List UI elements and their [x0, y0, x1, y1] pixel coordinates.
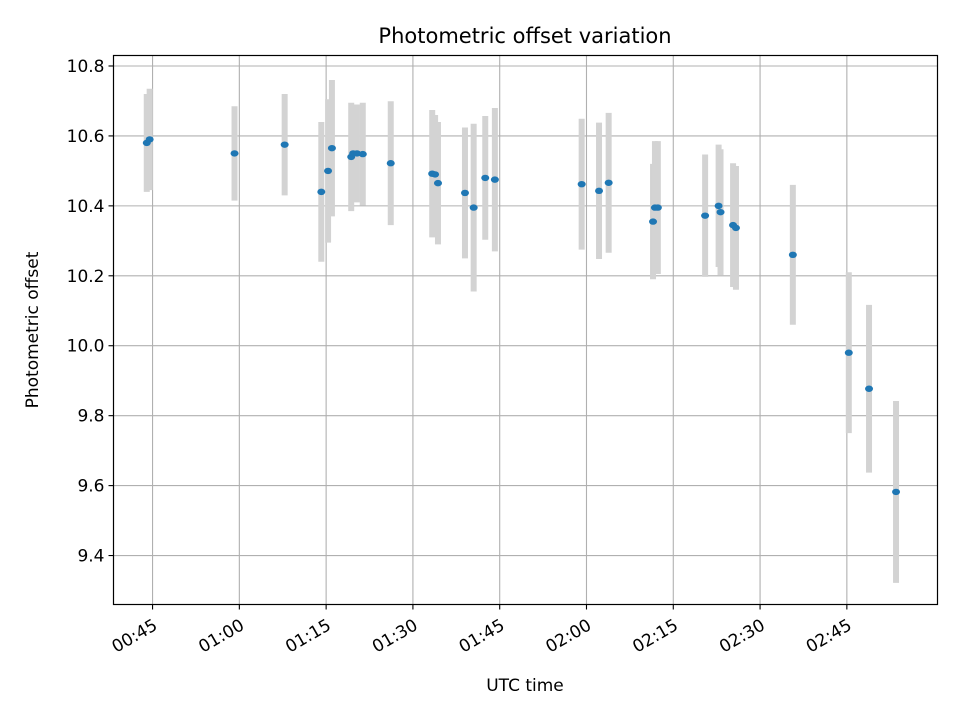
- x-tick-label: 01:00: [195, 616, 247, 658]
- y-axis-ticks: 9.4 9.6 9.8 10.0 10.2 10.4 10.6 10.8: [67, 57, 114, 567]
- data-point: [701, 212, 710, 219]
- data-point: [358, 150, 367, 158]
- data-point: [324, 167, 333, 175]
- x-tick-label: 01:15: [282, 616, 334, 658]
- data-point: [327, 144, 336, 152]
- x-tick-label: 01:30: [369, 616, 421, 658]
- y-tick-label: 9.6: [77, 477, 104, 497]
- data-point: [280, 141, 289, 148]
- x-tick-label: 02:15: [629, 616, 681, 658]
- x-axis-label: UTC time: [486, 676, 564, 696]
- data-point: [317, 188, 326, 196]
- data-point: [230, 150, 239, 157]
- y-axis-label: Photometric offset: [23, 251, 43, 408]
- plot-frame: [112, 54, 939, 606]
- data-point: [460, 189, 469, 197]
- data-point: [716, 208, 725, 216]
- y-tick-label: 10.8: [67, 57, 105, 77]
- data-point: [714, 202, 723, 210]
- y-tick-label: 10.0: [67, 337, 105, 357]
- y-tick-label: 10.2: [67, 267, 105, 287]
- x-tick-label: 00:45: [109, 616, 161, 658]
- x-tick-label: 02:00: [543, 616, 595, 658]
- data-point: [844, 349, 853, 356]
- y-tick-label: 9.8: [77, 407, 104, 427]
- data-point: [595, 187, 604, 195]
- data-point: [469, 204, 478, 211]
- x-axis-ticks: 00:45 01:00 01:15 01:30 01:45 02:00 02:15 02:30…: [109, 604, 855, 658]
- data-point: [386, 160, 395, 167]
- y-tick-label: 10.6: [67, 127, 105, 147]
- data-point: [865, 385, 874, 392]
- data-point: [649, 218, 658, 225]
- x-tick-label: 02:30: [716, 616, 768, 658]
- data-point: [653, 204, 662, 211]
- x-tick-label: 02:45: [803, 616, 855, 658]
- y-tick-label: 10.4: [67, 197, 105, 217]
- data-point: [431, 171, 440, 178]
- data-point: [892, 488, 901, 496]
- data-point: [604, 179, 613, 186]
- data-point: [731, 224, 740, 232]
- y-tick-label: 9.4: [77, 547, 104, 567]
- data-point: [145, 136, 154, 143]
- data-point: [577, 180, 586, 188]
- data-point: [481, 174, 490, 182]
- data-point: [490, 176, 499, 183]
- x-tick-label: 01:45: [456, 616, 508, 658]
- errorbars: [143, 79, 900, 583]
- data-point: [433, 179, 442, 187]
- data-points: [142, 136, 901, 496]
- chart-title: Photometric offset variation: [378, 24, 671, 48]
- data-point: [788, 251, 797, 259]
- grid: [113, 55, 938, 605]
